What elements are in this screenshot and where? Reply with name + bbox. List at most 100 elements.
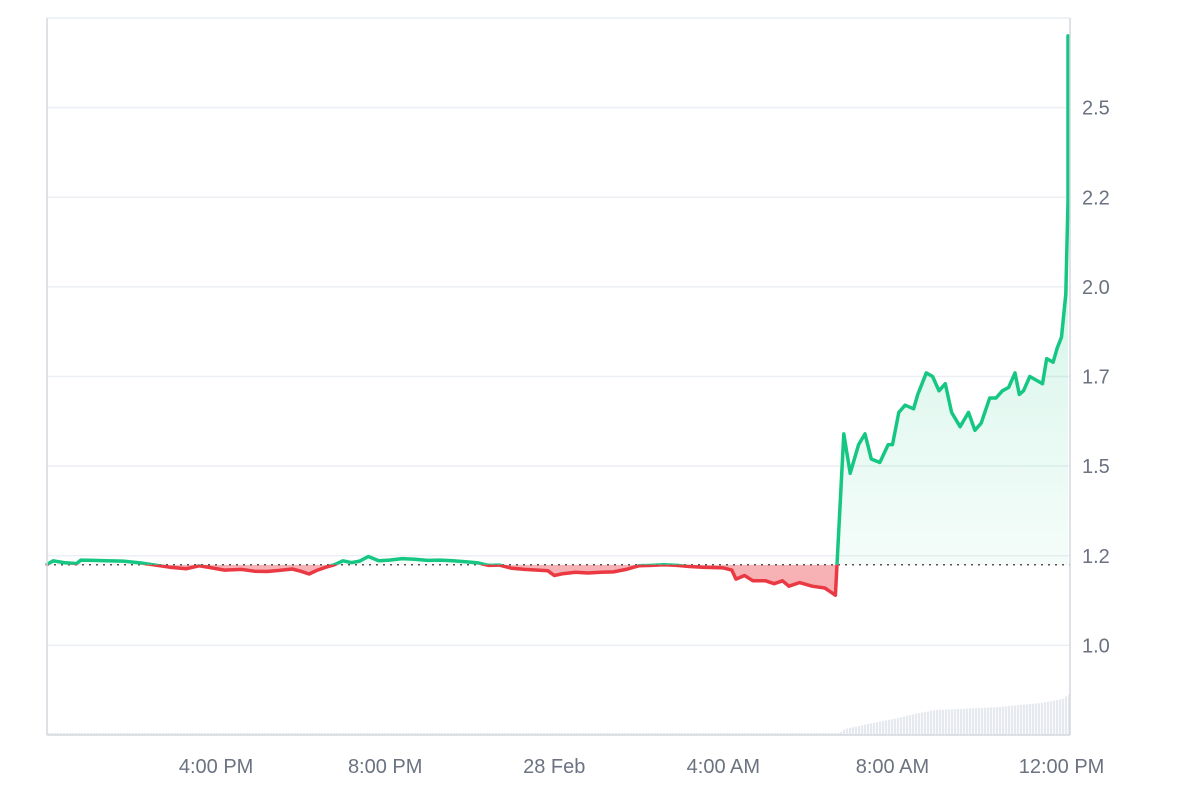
price-line-up [45, 34, 1070, 565]
volume-bar [282, 733, 285, 735]
volume-bar [261, 733, 264, 735]
volume-bar [219, 733, 222, 735]
volume-bar [651, 733, 654, 735]
volume-bar [552, 733, 555, 735]
volume-bar [330, 733, 333, 735]
volume-bar [366, 733, 369, 735]
volume-bar [999, 706, 1002, 735]
volume-bar [60, 733, 63, 735]
volume-bar [720, 733, 723, 735]
volume-bar [594, 733, 597, 735]
volume-bar [600, 733, 603, 735]
volume-bar [906, 715, 909, 735]
volume-bar [177, 733, 180, 735]
volume-bar [798, 733, 801, 735]
volume-bar [48, 733, 51, 735]
volume-bar [372, 733, 375, 735]
volume-bar [246, 733, 249, 735]
volume-bar [1041, 702, 1044, 735]
volume-bar [582, 733, 585, 735]
volume-bar [960, 708, 963, 735]
volume-bar [666, 733, 669, 735]
volume-bar [453, 733, 456, 735]
volume-bar [897, 717, 900, 735]
volume-bar [477, 733, 480, 735]
volume-bar [456, 733, 459, 735]
volume-bar [957, 708, 960, 735]
volume-bar [192, 733, 195, 735]
area-up-fill [47, 35, 1068, 565]
volume-bar [597, 733, 600, 735]
volume-bar [978, 707, 981, 735]
volume-bar [99, 733, 102, 735]
volume-bar [510, 733, 513, 735]
volume-bar [669, 733, 672, 735]
volume-bar [345, 733, 348, 735]
volume-bar [105, 733, 108, 735]
volume-bar [258, 733, 261, 735]
volume-bar [975, 708, 978, 735]
volume-bar [411, 733, 414, 735]
volume-bar [738, 733, 741, 735]
volume-bar [648, 733, 651, 735]
volume-bar [459, 733, 462, 735]
volume-bar [762, 733, 765, 735]
volume-bar [492, 733, 495, 735]
x-tick-label-2: 28 Feb [523, 756, 585, 778]
volume-bar [441, 733, 444, 735]
volume-bar [918, 713, 921, 735]
volume-bar [945, 709, 948, 735]
volume-bar [561, 733, 564, 735]
volume-bar [840, 732, 843, 735]
volume-bar [879, 721, 882, 735]
volume-bar [654, 733, 657, 735]
volume-bar [618, 733, 621, 735]
volume-bar [819, 733, 822, 735]
volume-bar [573, 733, 576, 735]
volume-bar [438, 733, 441, 735]
volume-bar [735, 733, 738, 735]
volume-bar [252, 733, 255, 735]
volume-bar [204, 733, 207, 735]
volume-bar [414, 733, 417, 735]
volume-bar [828, 733, 831, 735]
volume-bar [807, 733, 810, 735]
volume-bar [942, 709, 945, 735]
volume-bar [450, 733, 453, 735]
volume-bar [294, 733, 297, 735]
volume-bar [279, 733, 282, 735]
volume-bar [747, 733, 750, 735]
volume-bar [360, 733, 363, 735]
volume-bar [387, 733, 390, 735]
volume-bar [870, 723, 873, 735]
volume-bar [609, 733, 612, 735]
volume-bar [396, 733, 399, 735]
volume-bar [264, 733, 267, 735]
volume-bar [120, 733, 123, 735]
volume-bar [891, 719, 894, 735]
volume-bar [321, 733, 324, 735]
volume-bar [210, 733, 213, 735]
volume-bar [576, 733, 579, 735]
volume-bar [663, 733, 666, 735]
grid-lines [47, 106, 1070, 647]
volume-bar [51, 733, 54, 735]
y-tick-label-2: 1.5 [1082, 456, 1110, 478]
volume-bar [801, 733, 804, 735]
x-tick-label-5: 12:00 PM [1019, 756, 1105, 778]
y-tick-label-4: 2.0 [1082, 277, 1110, 299]
volume-bar [789, 733, 792, 735]
volume-bar [255, 733, 258, 735]
volume-bar [555, 733, 558, 735]
volume-bar [516, 733, 519, 735]
volume-bar [714, 733, 717, 735]
volume-bar [468, 733, 471, 735]
volume-bar [141, 733, 144, 735]
volume-bar [351, 733, 354, 735]
volume-bar [111, 733, 114, 735]
volume-bar [435, 733, 438, 735]
volume-bar [78, 733, 81, 735]
volume-bar [429, 733, 432, 735]
volume-bar [273, 733, 276, 735]
volume-bar [147, 733, 150, 735]
